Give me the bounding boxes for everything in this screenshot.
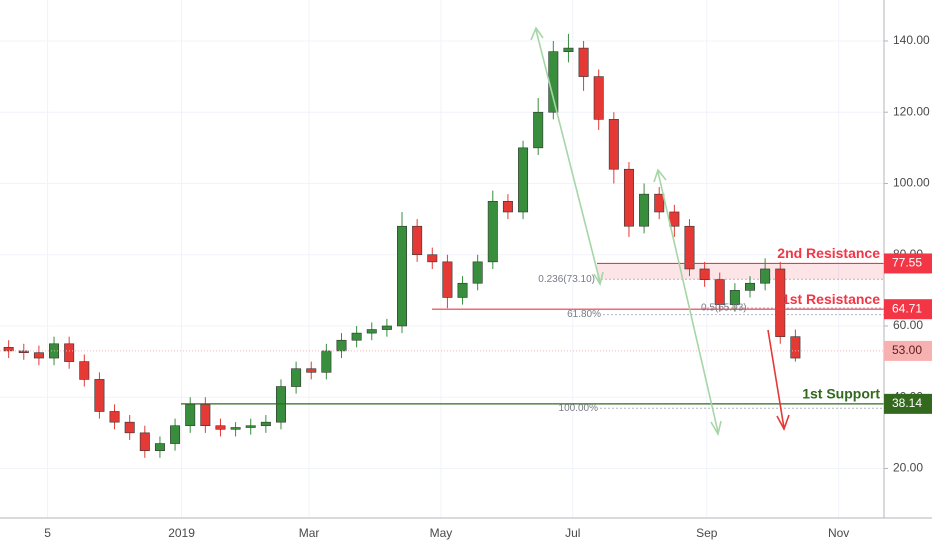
price-badge-label: 38.14 — [892, 396, 922, 410]
candle-body — [33, 352, 44, 359]
candle-body — [336, 339, 347, 352]
candle-body — [64, 343, 75, 362]
candle-body — [684, 225, 695, 270]
candle-body — [593, 76, 604, 120]
candle-body — [487, 200, 498, 263]
candle-body — [200, 404, 211, 427]
candle-body — [699, 268, 710, 280]
candle-body — [427, 254, 438, 263]
x-tick-label: May — [430, 526, 453, 540]
candle-body — [124, 421, 135, 434]
fib-label: 0.5(65.03) — [701, 303, 747, 314]
candle-body — [518, 147, 529, 213]
x-tick-label: Nov — [828, 526, 849, 540]
target-arrow — [767, 329, 790, 431]
x-tick-label: Jul — [565, 526, 580, 540]
candle-body — [94, 379, 105, 412]
candle-body — [139, 432, 150, 451]
candle-body — [170, 425, 181, 444]
x-tick-label: 5 — [44, 526, 51, 540]
candle-body — [442, 261, 453, 298]
candle-body — [321, 350, 332, 373]
price-badge-label: 77.55 — [892, 256, 922, 270]
level-name: 1st Resistance — [782, 291, 880, 307]
candle-body — [790, 336, 801, 359]
x-tick-label: Sep — [696, 526, 718, 540]
y-tick-label: 140.00 — [893, 33, 930, 47]
last-price-label: 53.00 — [892, 343, 922, 357]
candle-body — [79, 361, 90, 380]
candle-body — [291, 368, 302, 387]
candle-body — [623, 168, 634, 227]
candle-body — [215, 425, 226, 430]
candle-body — [639, 193, 650, 227]
y-tick-label: 20.00 — [893, 461, 923, 475]
candle-body — [775, 268, 786, 337]
candle-body — [457, 282, 468, 298]
candle-body — [3, 347, 14, 352]
candle-body — [654, 193, 665, 213]
candle-body — [729, 290, 740, 305]
plot-area — [0, 0, 884, 518]
candle-body — [669, 211, 680, 227]
candle-body — [760, 268, 771, 284]
last-price-badge — [884, 340, 932, 361]
candle-body — [608, 119, 619, 170]
candle-body — [230, 427, 241, 430]
candle-body — [745, 282, 755, 291]
candle-body — [306, 368, 317, 373]
candle-body — [18, 350, 29, 353]
y-tick-label: 100.00 — [893, 176, 930, 190]
price-badge — [884, 299, 932, 320]
y-tick-label: 60.00 — [893, 318, 923, 332]
candle-body — [578, 47, 589, 77]
candle-body — [714, 279, 725, 305]
projection-arrows — [530, 26, 722, 437]
x-tick-label: 2019 — [168, 526, 195, 540]
candle-body — [412, 225, 423, 256]
candle-body — [109, 411, 120, 423]
fib-label: 61.80% — [567, 309, 601, 320]
fib-label: 100.00% — [559, 403, 599, 414]
candle-body — [366, 329, 377, 334]
candle-body — [381, 325, 392, 330]
candle-body — [351, 332, 362, 341]
price-badge — [884, 393, 932, 414]
candle-body — [563, 47, 574, 52]
level-name: 1st Support — [802, 386, 880, 402]
candle-body — [154, 443, 165, 451]
candle-body — [185, 404, 196, 427]
x-tick-label: Mar — [299, 526, 320, 540]
y-tick-label: 120.00 — [893, 104, 930, 118]
candle-body — [472, 261, 483, 284]
candle-body — [502, 200, 513, 213]
fib-label: 0.236(73.10) — [538, 274, 595, 285]
price-badge — [884, 253, 932, 274]
candle-body — [548, 51, 559, 113]
price-badge-label: 64.71 — [892, 301, 922, 315]
candle-body — [245, 425, 256, 428]
candle-body — [533, 111, 544, 149]
level-name: 2nd Resistance — [777, 245, 880, 261]
candle-body — [260, 421, 271, 427]
resistance-zone — [597, 263, 884, 280]
candle-body — [397, 225, 408, 327]
